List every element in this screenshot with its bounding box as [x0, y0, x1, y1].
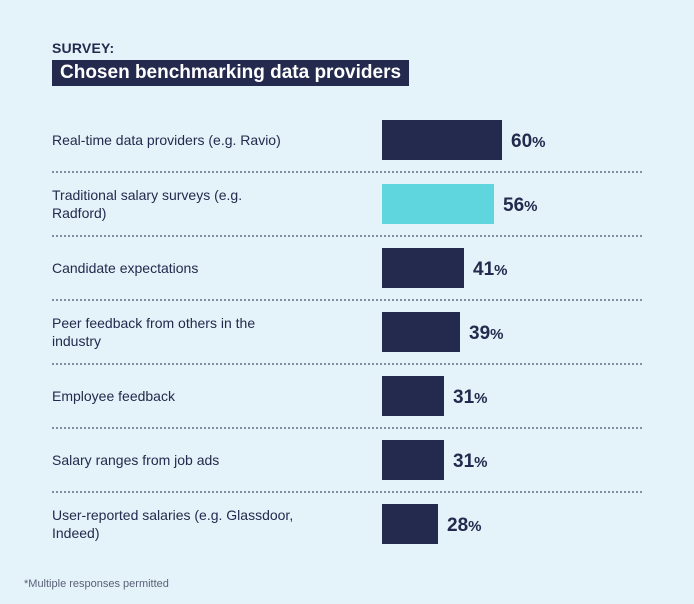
bar — [382, 376, 444, 416]
category-label: User-reported salaries (e.g. Glassdoor, I… — [52, 507, 293, 541]
value-label: 31% — [453, 387, 487, 408]
value-label: 56% — [503, 195, 537, 216]
category-label: Real-time data providers (e.g. Ravio) — [52, 132, 281, 148]
bar — [382, 504, 438, 544]
value-label: 31% — [453, 451, 487, 472]
bar — [382, 184, 494, 224]
value-label: 41% — [473, 259, 507, 280]
bar — [382, 248, 464, 288]
value-label: 39% — [469, 323, 503, 344]
category-label: Employee feedback — [52, 388, 176, 404]
bar — [382, 120, 502, 160]
bar — [382, 440, 444, 480]
value-label: 60% — [511, 131, 545, 152]
chart-title: Chosen benchmarking data providers — [52, 60, 410, 86]
category-label: Candidate expectations — [52, 260, 198, 276]
bar — [382, 312, 460, 352]
category-label: Salary ranges from job ads — [52, 452, 219, 468]
footnote: *Multiple responses permitted — [24, 578, 169, 590]
value-label: 28% — [447, 515, 481, 536]
category-label: Traditional salary surveys (e.g. Radford) — [52, 187, 242, 221]
chart-kicker: SURVEY: — [52, 40, 115, 56]
category-label: Peer feedback from others in the industry — [52, 315, 255, 349]
